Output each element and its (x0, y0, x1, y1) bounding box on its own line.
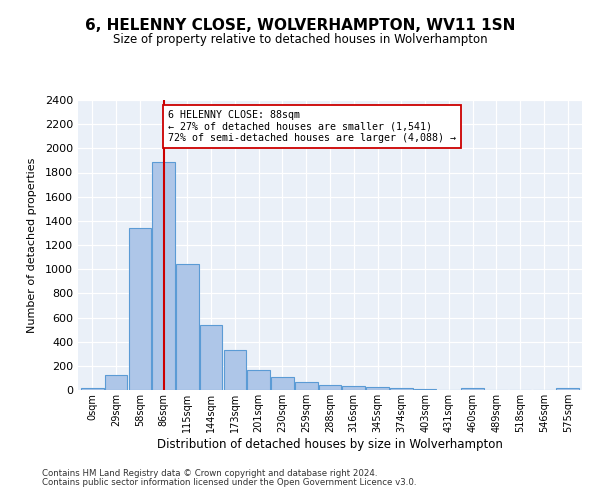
Bar (414, 389, 436, 390)
Bar (128, 228, 151, 390)
Text: 6, HELENNY CLOSE, WOLVERHAMPTON, WV11 1SN: 6, HELENNY CLOSE, WOLVERHAMPTON, WV11 1S… (85, 18, 515, 32)
Bar (271, 376, 294, 390)
Bar (556, 388, 579, 390)
Bar (319, 385, 341, 390)
Text: Size of property relative to detached houses in Wolverhampton: Size of property relative to detached ho… (113, 32, 487, 46)
Text: Contains HM Land Registry data © Crown copyright and database right 2024.: Contains HM Land Registry data © Crown c… (42, 469, 377, 478)
Bar (176, 264, 199, 390)
Bar (390, 388, 413, 390)
Text: 6 HELENNY CLOSE: 88sqm
← 27% of detached houses are smaller (1,541)
72% of semi-: 6 HELENNY CLOSE: 88sqm ← 27% of detached… (169, 110, 457, 143)
Bar (152, 162, 175, 390)
Bar (343, 386, 365, 390)
Bar (81, 388, 104, 390)
Bar (105, 375, 127, 390)
Text: Contains public sector information licensed under the Open Government Licence v3: Contains public sector information licen… (42, 478, 416, 487)
Bar (366, 387, 389, 390)
Bar (200, 325, 223, 390)
Bar (247, 370, 270, 390)
Bar (224, 350, 246, 390)
Y-axis label: Number of detached properties: Number of detached properties (26, 158, 37, 332)
Bar (461, 388, 484, 390)
X-axis label: Distribution of detached houses by size in Wolverhampton: Distribution of detached houses by size … (157, 438, 503, 451)
Bar (295, 382, 317, 390)
